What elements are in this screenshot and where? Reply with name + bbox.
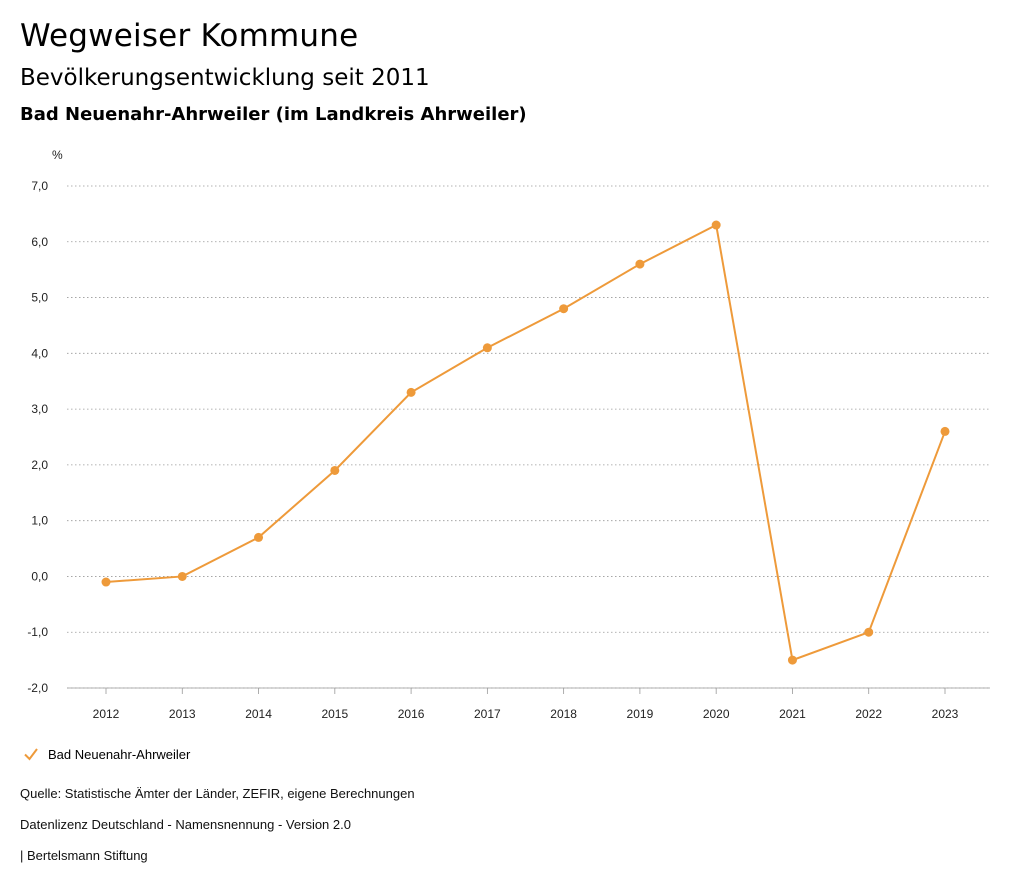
data-point[interactable] (635, 259, 645, 269)
x-tick-label: 2014 (245, 707, 272, 721)
data-point[interactable] (101, 577, 111, 587)
series-line (105, 223, 946, 662)
y-tick-label: -1,0 (27, 625, 48, 639)
publisher-note: | Bertelsmann Stiftung (20, 848, 148, 863)
x-tick-label: 2015 (321, 707, 348, 721)
x-tick-label: 2016 (398, 707, 425, 721)
data-point[interactable] (177, 571, 187, 581)
x-tick-label: 2013 (169, 707, 196, 721)
chart-subtitle: Bevölkerungsentwicklung seit 2011 (20, 65, 430, 91)
data-point[interactable] (940, 426, 950, 436)
data-point[interactable] (330, 465, 340, 475)
x-tick-label: 2017 (474, 707, 501, 721)
grid-lines (67, 185, 990, 689)
y-tick-label: 5,0 (31, 291, 48, 305)
x-tick-label: 2022 (855, 707, 882, 721)
legend[interactable]: Bad Neuenahr-Ahrweiler (22, 745, 190, 763)
y-tick-label: -2,0 (27, 681, 48, 695)
region-label: Bad Neuenahr-Ahrweiler (im Landkreis Ahr… (20, 104, 527, 125)
legend-label: Bad Neuenahr-Ahrweiler (48, 746, 191, 762)
data-point[interactable] (559, 304, 569, 314)
data-point[interactable] (864, 627, 874, 637)
data-point[interactable] (711, 220, 721, 230)
legend-check-icon (24, 748, 38, 761)
y-tick-label: 4,0 (31, 346, 48, 360)
y-tick-label: 3,0 (31, 402, 48, 416)
y-tick-label: 1,0 (31, 514, 48, 528)
y-tick-label: 6,0 (31, 235, 48, 249)
y-axis-ticks: 7,0 6,0 5,0 4,0 3,0 2,0 1,0 0,0 -1,0 -2,0 (27, 179, 48, 695)
x-tick-label: 2018 (550, 707, 577, 721)
x-axis-ticks: 2012 2013 2014 2015 2016 2017 2018 2019 2020 2021… (93, 688, 959, 721)
data-point[interactable] (787, 655, 797, 665)
x-tick-label: 2019 (627, 707, 654, 721)
y-tick-label: 2,0 (31, 458, 48, 472)
page-title: Wegweiser Kommune (20, 18, 359, 54)
y-tick-label: 7,0 (31, 179, 48, 193)
data-point[interactable] (254, 532, 264, 542)
source-note: Quelle: Statistische Ämter der Länder, Z… (20, 786, 415, 801)
y-tick-label: 0,0 (31, 569, 48, 583)
y-axis-unit-label: % (52, 148, 63, 162)
x-tick-label: 2021 (779, 707, 806, 721)
series-group (101, 220, 950, 665)
x-tick-label: 2012 (93, 707, 120, 721)
data-point[interactable] (406, 387, 416, 397)
x-tick-label: 2023 (932, 707, 959, 721)
license-note: Datenlizenz Deutschland - Namensnennung … (20, 817, 351, 832)
x-tick-label: 2020 (703, 707, 730, 721)
data-point[interactable] (482, 343, 492, 353)
